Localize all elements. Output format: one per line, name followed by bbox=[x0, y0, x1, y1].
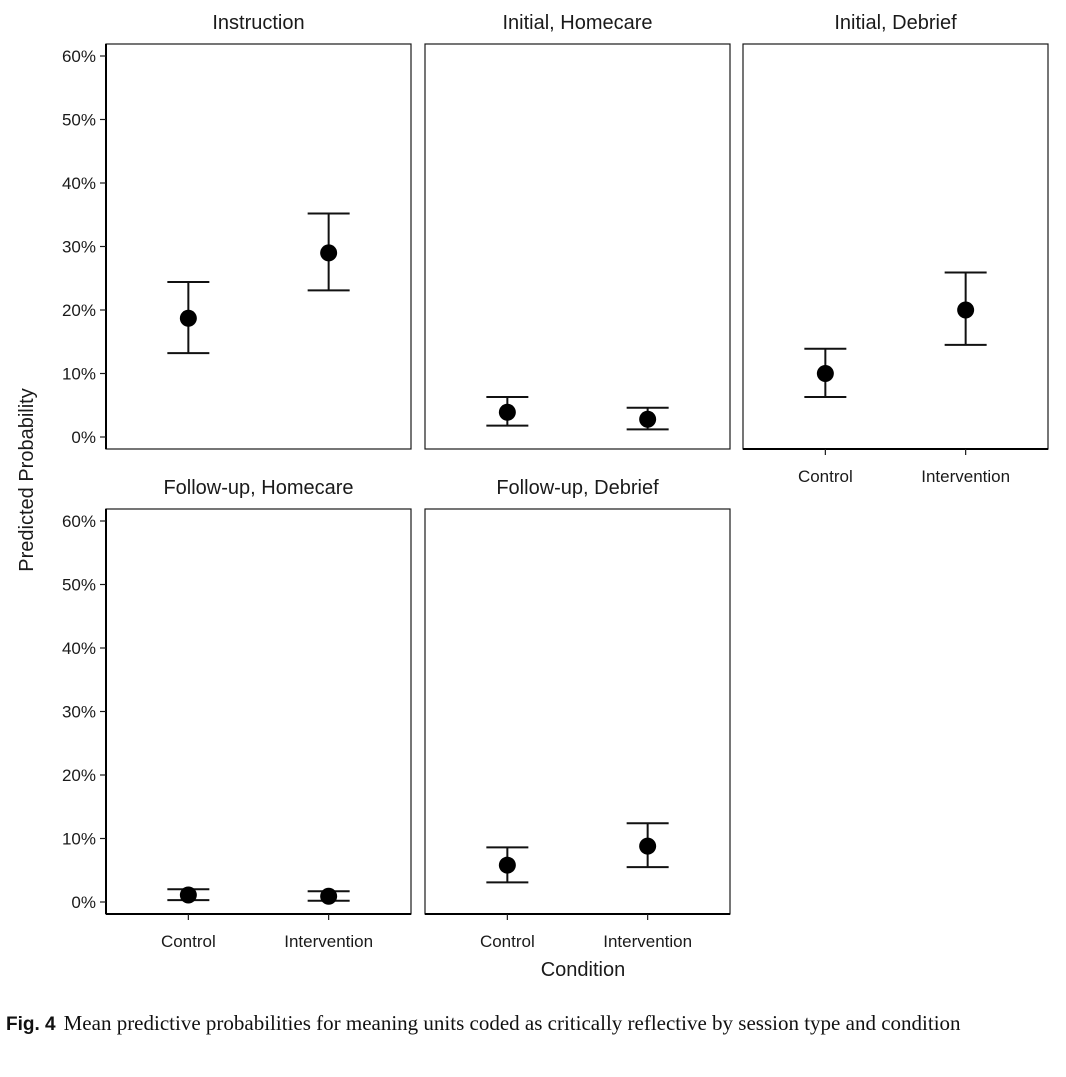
panel-title: Instruction bbox=[212, 12, 304, 34]
panel-title: Follow-up, Debrief bbox=[496, 477, 659, 499]
panel-border bbox=[424, 43, 731, 450]
panel-initial-debrief: Initial, Debrief Control Intervention bbox=[742, 12, 1049, 486]
point-estimate-control bbox=[179, 309, 197, 327]
point-estimate-intervention bbox=[320, 887, 338, 905]
caption-label: Fig. 4 bbox=[6, 1014, 56, 1035]
caption-text: Mean predictive probabilities for meanin… bbox=[63, 1011, 961, 1035]
y-tick-label: 0% bbox=[71, 893, 96, 912]
point-estimate-intervention bbox=[957, 301, 975, 319]
panel-border bbox=[742, 43, 1049, 450]
y-tick-label: 40% bbox=[62, 174, 96, 193]
panel-title: Follow-up, Homecare bbox=[163, 477, 353, 499]
x-tick-label: Control bbox=[480, 932, 535, 951]
point-estimate-intervention bbox=[639, 410, 657, 428]
y-tick-label: 30% bbox=[62, 238, 96, 257]
point-estimate-control bbox=[179, 886, 197, 904]
x-tick-label: Control bbox=[798, 467, 853, 486]
panel-title: Initial, Homecare bbox=[502, 12, 652, 34]
panel-border bbox=[424, 508, 731, 915]
x-tick-label: Intervention bbox=[603, 932, 692, 951]
point-estimate-intervention bbox=[320, 244, 338, 262]
panel-followup-homecare: Follow-up, Homecare 0% 10% 20% 30% 40% 50% 60% C… bbox=[62, 477, 412, 951]
point-estimate-intervention bbox=[639, 837, 657, 855]
y-tick-label: 60% bbox=[62, 512, 96, 531]
point-estimate-control bbox=[498, 856, 516, 874]
figure-caption: Fig. 4 Mean predictive probabilities for … bbox=[6, 1010, 1060, 1038]
panel-title: Initial, Debrief bbox=[834, 12, 957, 34]
x-axis-title: Condition bbox=[541, 959, 626, 981]
y-tick-label: 20% bbox=[62, 766, 96, 785]
panel-border bbox=[105, 43, 412, 450]
panel-border bbox=[105, 508, 412, 915]
y-tick-label: 40% bbox=[62, 639, 96, 658]
y-tick-label: 50% bbox=[62, 576, 96, 595]
y-tick-label: 20% bbox=[62, 301, 96, 320]
y-tick-label: 50% bbox=[62, 111, 96, 130]
y-tick-label: 10% bbox=[62, 365, 96, 384]
x-tick-label: Control bbox=[161, 932, 216, 951]
y-tick-label: 30% bbox=[62, 703, 96, 722]
y-tick-label: 10% bbox=[62, 830, 96, 849]
y-tick-label: 0% bbox=[71, 428, 96, 447]
panel-followup-debrief: Follow-up, Debrief Control Intervention bbox=[424, 477, 731, 951]
x-tick-label: Intervention bbox=[284, 932, 373, 951]
facet-panels: Instruction 0% 10% 20% 30% 40% 50% 60% Initial, … bbox=[62, 12, 1049, 951]
point-estimate-control bbox=[816, 365, 834, 382]
panel-initial-homecare: Initial, Homecare bbox=[424, 12, 731, 450]
faceted-chart: Predicted Probability Condition Instruct… bbox=[16, 12, 1049, 981]
panel-instruction: Instruction 0% 10% 20% 30% 40% 50% 60% bbox=[62, 12, 412, 450]
x-tick-label: Intervention bbox=[921, 467, 1010, 486]
y-axis-title: Predicted Probability bbox=[16, 388, 38, 571]
y-tick-label: 60% bbox=[62, 47, 96, 66]
point-estimate-control bbox=[498, 403, 516, 421]
